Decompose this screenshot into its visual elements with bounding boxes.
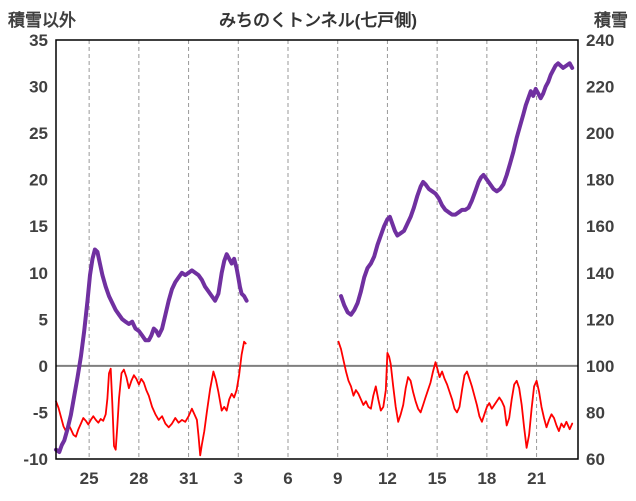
series-line-other [55, 340, 247, 457]
x-tick-label: 21 [527, 469, 546, 488]
x-tick-label: 6 [283, 469, 292, 488]
left-tick-label: 10 [29, 264, 48, 283]
plot-border [55, 39, 579, 460]
right-tick-label: 220 [586, 78, 614, 97]
x-tick-label: 25 [80, 469, 99, 488]
right-tick-label: 80 [586, 403, 605, 422]
x-tick-label: 31 [179, 469, 198, 488]
right-tick-label: 160 [586, 217, 614, 236]
left-tick-label: 0 [39, 357, 48, 376]
left-tick-label: 25 [29, 124, 48, 143]
series-line-other [337, 340, 574, 449]
series-line-snow [339, 61, 575, 317]
right-tick-label: 140 [586, 264, 614, 283]
x-tick-label: 28 [129, 469, 148, 488]
right-tick-label: 100 [586, 357, 614, 376]
left-tick-label: 15 [29, 217, 48, 236]
right-tick-label: 60 [586, 450, 605, 469]
x-tick-label: 9 [333, 469, 342, 488]
right-tick-label: 240 [586, 31, 614, 50]
chart-title: みちのくトンネル(七戸側) [219, 11, 417, 30]
left-tick-label: 20 [29, 171, 48, 190]
series-line-snow [54, 247, 249, 454]
left-tick-label: -5 [33, 403, 48, 422]
right-tick-label: 180 [586, 171, 614, 190]
x-tick-label: 18 [477, 469, 496, 488]
x-tick-label: 15 [428, 469, 447, 488]
left-tick-label: 5 [39, 310, 48, 329]
right-tick-label: 120 [586, 310, 614, 329]
left-tick-label: 30 [29, 78, 48, 97]
right-tick-label: 200 [586, 124, 614, 143]
left-tick-label: -10 [23, 450, 48, 469]
x-tick-label: 3 [234, 469, 243, 488]
right-axis-title: 積雪 [594, 11, 628, 30]
left-axis-title: 積雪以外 [8, 11, 76, 30]
x-tick-label: 12 [378, 469, 397, 488]
left-tick-label: 35 [29, 31, 48, 50]
